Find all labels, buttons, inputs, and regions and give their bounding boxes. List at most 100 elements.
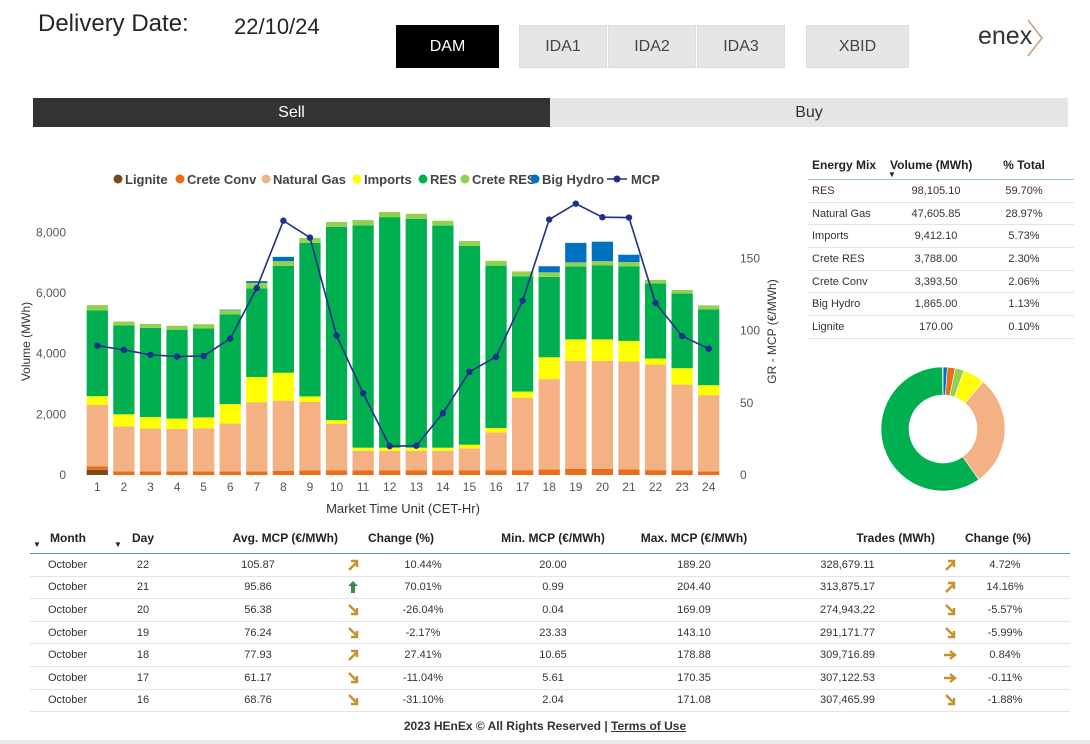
stats-day: 18 [136, 649, 150, 662]
bar-crete_conv [113, 471, 135, 475]
y2-axis-title: GR - MCP (€/MWh) [765, 279, 779, 383]
energy-mix-volume: 3,788.00 [914, 252, 958, 265]
tab-buy[interactable]: Buy [550, 98, 1068, 127]
x-tick-label: 21 [622, 480, 636, 494]
stats-row: October 21 95.86 70.01% 0.99 204.40 313,875.17… [30, 577, 1070, 600]
market-button-ida2[interactable]: IDA2 [608, 25, 696, 68]
stats-avg: 105.87 [241, 558, 275, 571]
stats-trades: 307,465.99 [819, 694, 876, 707]
legend-marker-big_hydro [530, 174, 540, 184]
stats-avg: 77.93 [244, 649, 272, 662]
energy-mix-name: Big Hydro [812, 298, 861, 311]
market-button-dam[interactable]: DAM [396, 25, 499, 68]
stats-col-month[interactable]: Month [50, 530, 86, 545]
market-button-ida1[interactable]: IDA1 [519, 25, 607, 68]
bar-natural_gas [219, 423, 241, 472]
stats-col-change2[interactable]: Change (%) [965, 530, 1031, 545]
x-tick-label: 23 [675, 480, 689, 494]
stats-avg: 56.38 [244, 603, 272, 616]
bottom-scroll-bar [0, 740, 1090, 744]
stats-min: 10.65 [539, 649, 567, 662]
x-tick-label: 14 [436, 480, 450, 494]
stats-col-day[interactable]: Day [131, 530, 154, 545]
bar-natural_gas [538, 379, 560, 470]
bar-res [379, 217, 401, 448]
bar-big_hydro [246, 281, 268, 283]
stats-trades: 313,875.17 [819, 581, 876, 594]
bar-res [618, 266, 640, 341]
y-tick-label: 6,000 [36, 286, 66, 300]
stats-avg: 61.17 [244, 671, 272, 684]
stats-change1: 70.01% [404, 581, 442, 594]
x-tick-label: 7 [253, 480, 260, 494]
bar-crete_conv [485, 470, 507, 475]
stats-change2: -5.99% [987, 626, 1023, 639]
stats-col-trades[interactable]: Trades (MWh) [856, 530, 935, 545]
y-tick-label: 0 [59, 468, 66, 482]
x-tick-label: 2 [121, 480, 128, 494]
arrow-down-right-icon [935, 693, 965, 707]
mcp-point [492, 353, 500, 360]
tab-sell[interactable]: Sell [33, 98, 550, 127]
stats-min: 0.04 [542, 603, 564, 616]
stats-month: October [48, 626, 88, 639]
market-button-ida3[interactable]: IDA3 [697, 25, 785, 68]
stats-max: 189.20 [677, 558, 711, 571]
energy-mix-table: Energy Mix Volume (MWh) % Total ▼ RES 98,… [808, 150, 1074, 339]
market-button-xbid[interactable]: XBID [806, 25, 909, 68]
bar-natural_gas [511, 397, 534, 471]
stats-col-max[interactable]: Max. MCP (€/MWh) [640, 530, 748, 545]
energy-mix-name: Lignite [812, 320, 845, 333]
sort-day-icon[interactable]: ▼ [114, 540, 122, 549]
bar-imports [565, 339, 587, 361]
arrow-up-right-icon [338, 558, 368, 572]
bar-crete_conv [644, 470, 667, 475]
energy-mix-name: RES [812, 184, 835, 197]
sort-month-icon[interactable]: ▼ [33, 540, 41, 549]
energy-mix-volume: 170.00 [919, 320, 953, 333]
bar-imports [618, 340, 640, 362]
stats-month: October [48, 603, 88, 616]
bar-crete_res [618, 262, 640, 267]
energy-mix-volume: 98,105.10 [911, 184, 961, 197]
bar-natural_gas [113, 426, 135, 472]
energy-mix-donut [880, 366, 1006, 492]
legend-marker-imports [352, 174, 362, 184]
bar-crete_res [458, 241, 481, 246]
bar-crete_res [698, 305, 720, 310]
bar-res [671, 293, 693, 369]
mcp-point [386, 442, 393, 450]
energy-mix-col-volume[interactable]: Volume (MWh) [890, 157, 973, 172]
bar-natural_gas [405, 450, 427, 471]
bar-natural_gas [432, 450, 454, 471]
energy-mix-col-pct[interactable]: % Total [1003, 157, 1045, 172]
arrow-down-right-icon [935, 603, 965, 617]
stats-min: 20.00 [539, 558, 567, 571]
stats-avg: 95.86 [244, 581, 272, 594]
bar-res [166, 329, 188, 419]
terms-of-use-link[interactable]: Terms of Use [611, 719, 687, 733]
stats-change1: -31.10% [402, 694, 444, 707]
stats-col-change1[interactable]: Change (%) [368, 530, 434, 545]
donut-slice-res[interactable] [880, 366, 980, 492]
y-axis-title: Volume (MWh) [19, 302, 33, 381]
stats-max: 170.35 [677, 671, 711, 684]
bar-natural_gas [325, 423, 348, 471]
stats-day: 20 [136, 603, 150, 616]
energy-mix-col-name[interactable]: Energy Mix [812, 157, 877, 172]
stats-day: 16 [136, 694, 150, 707]
sort-desc-icon[interactable]: ▼ [888, 170, 896, 179]
bar-natural_gas [458, 448, 481, 471]
stats-col-min[interactable]: Min. MCP (€/MWh) [501, 530, 605, 545]
bar-crete_conv [379, 470, 401, 475]
stats-col-avg[interactable]: Avg. MCP (€/MWh) [232, 530, 338, 545]
energy-mix-pct: 1.13% [1008, 298, 1040, 311]
donut-slice-natural_gas[interactable] [962, 381, 1006, 481]
x-tick-label: 17 [516, 480, 530, 494]
stats-avg: 76.24 [244, 626, 272, 639]
arrow-down-right-icon [338, 603, 368, 617]
stats-min: 0.99 [542, 581, 564, 594]
legend-label: Imports [364, 172, 412, 187]
bar-imports [432, 447, 454, 451]
mcp-point [173, 353, 181, 360]
